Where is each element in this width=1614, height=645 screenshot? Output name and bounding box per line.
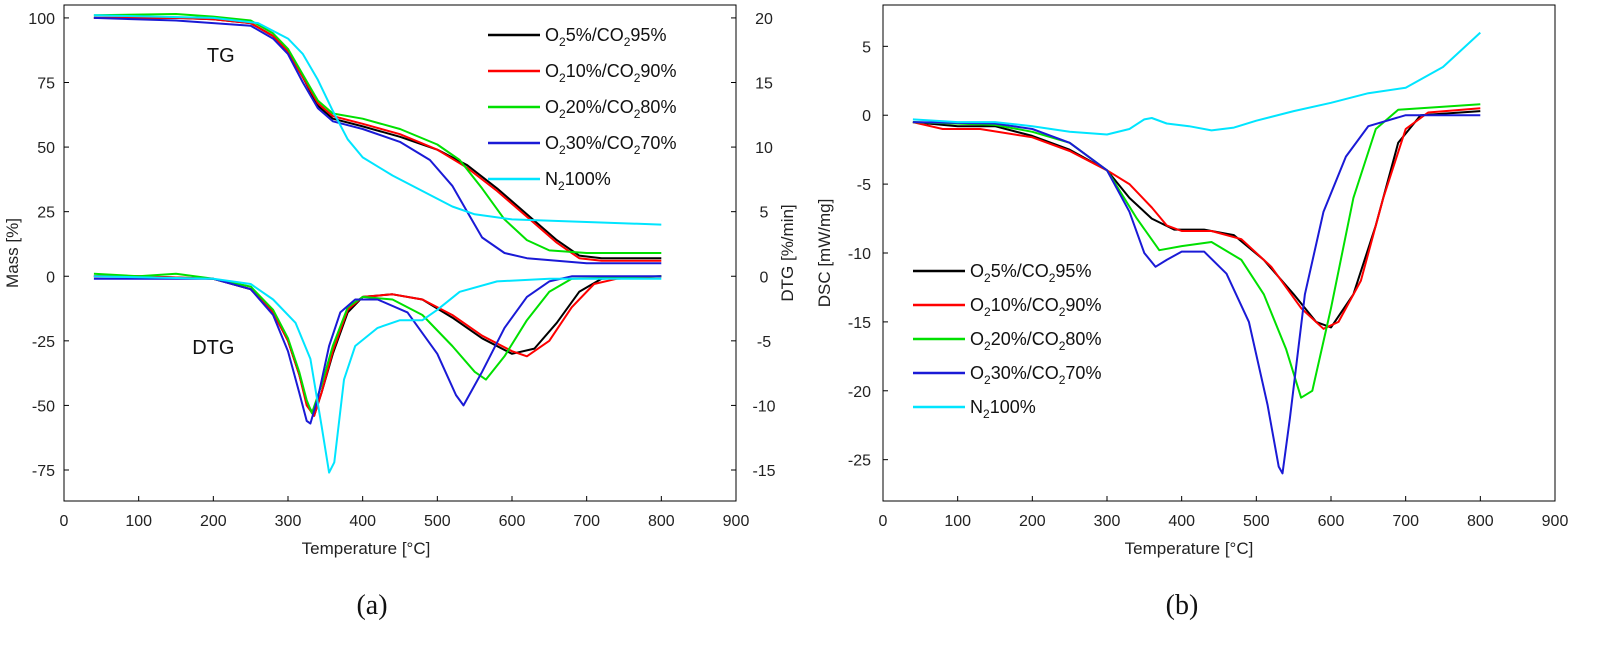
series-line-dtg-o-20-co-80 [93,272,662,415]
plot-frame-b [882,4,1556,502]
series-line-dtg-o-30-co-70 [93,275,662,425]
x-axis-title-b: Temperature [°C] [1125,539,1254,558]
y-tick-label: 5 [862,39,871,56]
x-tick-label: 300 [275,513,302,530]
x-tick-label: 300 [1094,513,1121,530]
x-tick-label: 400 [349,513,376,530]
series-line-dsc-o-30-co-70 [912,114,1481,475]
y-axis-title-a: Mass [%] [3,218,22,288]
legend-label-o-30-co-70: O230%/CO270% [970,363,1101,387]
y2-tick-label: -10 [752,398,775,415]
x-tick-label: 500 [424,513,451,530]
x-tick-label: 0 [879,513,888,530]
chart-panel-b: 0 100 200 300 400 500 600 700 800 900 5 0 -5 -10 -15 -2… [815,4,1569,621]
legend-label-o-5-co-95: O25%/CO295% [545,25,666,49]
y-tick-label: 75 [37,76,55,93]
annotation-dtg: DTG [192,337,234,359]
series-line-dsc-n-100 [912,31,1481,136]
x-tick-label: 800 [1467,513,1494,530]
legend-label-o-20-co-80: O220%/CO280% [545,97,676,121]
y2-tick-label: 5 [760,205,769,222]
y-tick-label: 50 [37,140,55,157]
annotation-tg: TG [207,45,235,67]
y-tick-label: -15 [848,315,871,332]
legend-a: O25%/CO295% O210%/CO290% O220%/CO280% O230%… [488,25,676,193]
x-tick-label: 100 [125,513,152,530]
y-tick-label: 25 [37,205,55,222]
legend-b: O25%/CO295% O210%/CO290% O220%/CO280% O230%… [913,261,1101,421]
legend-label-n-100: N2100% [970,397,1036,421]
y-tick-label: -50 [32,398,55,415]
y-tick-label: -75 [32,463,55,480]
series-line-dtg-n-100 [93,275,662,474]
series-line-dsc-o-10-co-90 [912,107,1481,330]
y2-tick-label: 10 [755,140,773,157]
y-tick-label: -5 [857,177,871,194]
x-tick-label: 900 [1542,513,1569,530]
x-tick-label: 600 [499,513,526,530]
legend-label-o-30-co-70: O230%/CO270% [545,133,676,157]
y-tick-label: -25 [848,453,871,470]
y2-tick-label: 0 [760,269,769,286]
y-tick-label: 0 [46,269,55,286]
y2-tick-label: -5 [757,334,771,351]
series-line-tg-o-30-co-70 [93,16,662,265]
y-tick-label: -25 [32,334,55,351]
series-line-dtg-o-10-co-90 [93,275,662,417]
x-tick-label: 900 [723,513,750,530]
y2-tick-label: 20 [755,11,773,28]
tick-labels-b: 0 100 200 300 400 500 600 700 800 900 5 0 -5 -10 -15 -2… [848,39,1569,530]
y-tick-label: -20 [848,384,871,401]
x-tick-label: 700 [573,513,600,530]
y-tick-label: -10 [848,246,871,263]
plot-frame-a [63,4,737,502]
x-tick-label: 700 [1392,513,1419,530]
x-tick-label: 200 [1019,513,1046,530]
x-tick-label: 0 [60,513,69,530]
x-tick-label: 400 [1168,513,1195,530]
x-axis-title-a: Temperature [°C] [302,539,431,558]
legend-label-o-10-co-90: O210%/CO290% [970,295,1101,319]
x-tick-label: 800 [648,513,675,530]
series-lines-b [912,31,1481,475]
series-lines-a [93,13,662,474]
y2-tick-label: -15 [752,463,775,480]
series-line-tg-n-100 [93,14,662,226]
tick-labels-a: 0 100 200 300 400 500 600 700 800 9001007550250-2… [28,11,775,530]
x-tick-label: 200 [200,513,227,530]
y2-axis-title-a: DTG [%/min] [778,204,797,301]
legend-label-n-100: N2100% [545,169,611,193]
series-line-tg-o-20-co-80 [93,13,662,254]
y-axis-title-b: DSC [mW/mg] [815,199,834,308]
y-tick-label: 100 [28,11,55,28]
legend-label-o-5-co-95: O25%/CO295% [970,261,1091,285]
x-tick-label: 100 [944,513,971,530]
y2-tick-label: 15 [755,76,773,93]
chart-panel-a: 0 100 200 300 400 500 600 700 800 9001007550250-2… [3,4,797,621]
legend-label-o-20-co-80: O220%/CO280% [970,329,1101,353]
x-tick-label: 500 [1243,513,1270,530]
panel-label-a: (a) [356,590,387,621]
panel-label-b: (b) [1166,590,1199,621]
x-tick-label: 600 [1318,513,1345,530]
y-tick-label: 0 [862,108,871,125]
legend-label-o-10-co-90: O210%/CO290% [545,61,676,85]
